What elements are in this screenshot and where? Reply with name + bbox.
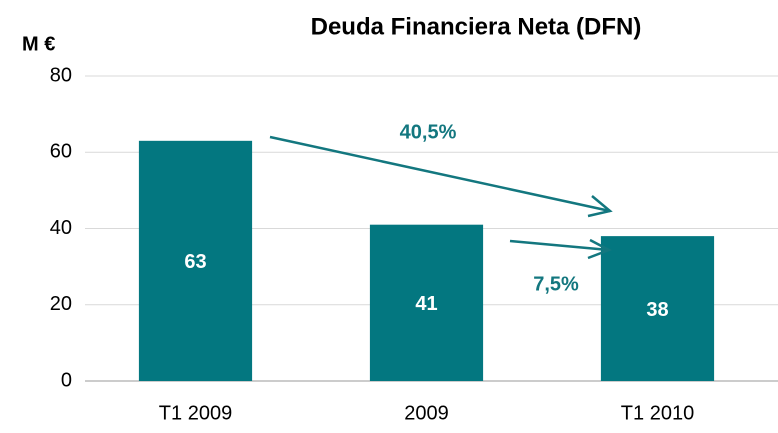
value-label: 38 bbox=[646, 299, 668, 321]
chart-title: Deuda Financiera Neta (DFN) bbox=[311, 13, 642, 40]
bar bbox=[600, 236, 715, 381]
arrow bbox=[509, 239, 610, 252]
x-tick-label: T1 2010 bbox=[621, 402, 694, 424]
annotation: 7,5% bbox=[533, 273, 579, 295]
y-axis-label: M € bbox=[22, 33, 55, 55]
annotation: 40,5% bbox=[400, 121, 457, 143]
plot-area: 0 20 40 60 80 T1 2009 63 2009 41 T1 2010 38 bbox=[50, 64, 778, 424]
y-tick-label: 60 bbox=[50, 141, 72, 163]
value-label: 63 bbox=[184, 251, 206, 273]
arrow-head bbox=[587, 238, 613, 260]
value-label: 41 bbox=[415, 293, 437, 315]
arrows bbox=[269, 135, 613, 260]
y-tick-label: 0 bbox=[61, 369, 72, 391]
bar bbox=[369, 224, 484, 381]
bar bbox=[138, 140, 253, 381]
y-tick-label: 40 bbox=[50, 217, 72, 239]
x-tick-label: T1 2009 bbox=[159, 402, 232, 424]
x-tick-label: 2009 bbox=[404, 402, 449, 424]
y-tick-label: 20 bbox=[50, 293, 72, 315]
arrow-head bbox=[587, 195, 613, 218]
arrow bbox=[269, 135, 611, 213]
y-tick-label: 80 bbox=[50, 64, 72, 86]
